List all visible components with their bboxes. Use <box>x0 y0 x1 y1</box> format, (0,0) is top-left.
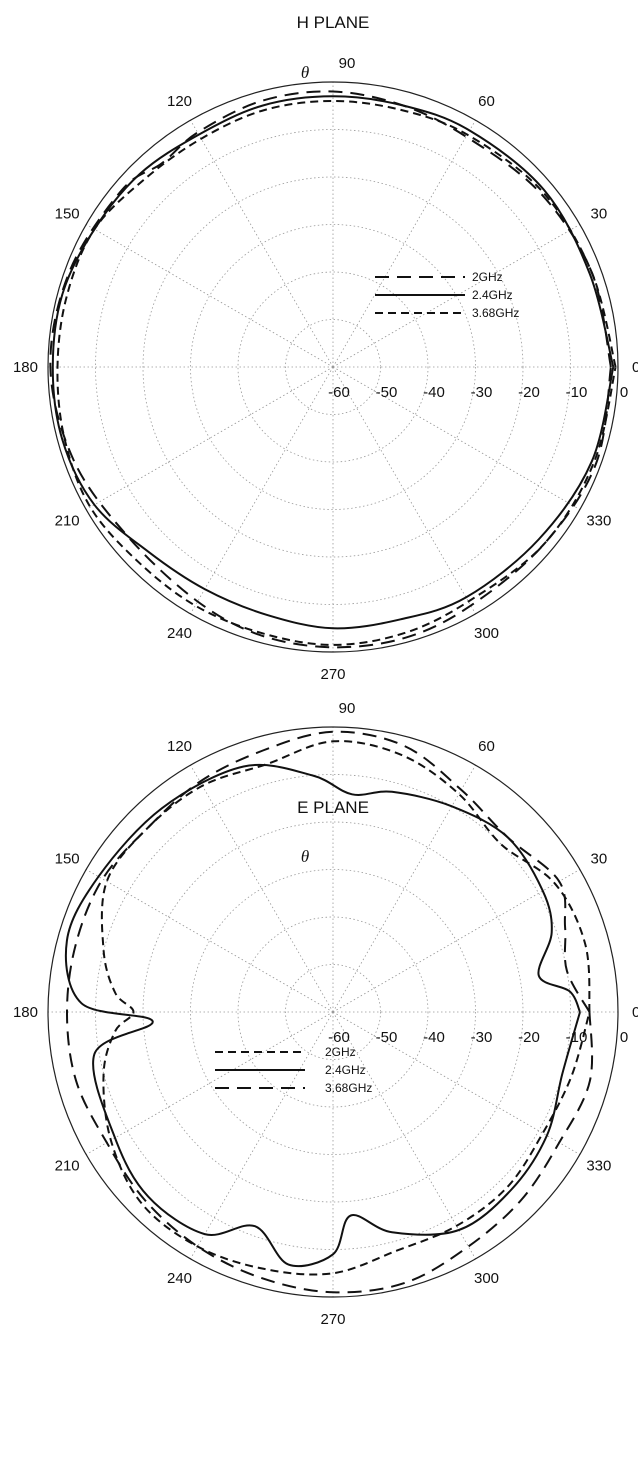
legend: 2GHz 2.4GHz 3.68GHz <box>375 270 519 320</box>
outer-circle <box>47 726 619 1298</box>
radial-tick-label: -30 <box>471 1029 493 1046</box>
grid-spoke <box>332 869 581 1013</box>
angle-label: 210 <box>55 513 80 530</box>
angle-label: 60 <box>478 738 495 755</box>
series-line-2-4ghz <box>51 95 615 630</box>
angle-label: 90 <box>339 55 356 72</box>
angle-label: 300 <box>474 625 499 642</box>
angle-label: 30 <box>591 851 608 868</box>
theta-symbol: θ <box>301 847 309 866</box>
grid-circle <box>285 964 381 1060</box>
legend-label: 2.4GHz <box>325 1063 366 1077</box>
grid-spoke <box>332 1011 476 1260</box>
series-line-3-68ghz <box>66 730 594 1294</box>
angle-label: 240 <box>167 1270 192 1287</box>
grid-circle <box>190 869 476 1155</box>
chart-title: H PLANE <box>297 13 370 32</box>
radial-tick-label: 0 <box>620 1029 628 1046</box>
angle-label: 0 <box>632 359 638 376</box>
grid-circle <box>142 176 524 558</box>
radial-tick-label: -40 <box>423 1029 445 1046</box>
legend: 2GHz 2.4GHz 3.68GHz <box>215 1045 372 1095</box>
h-plane-chart: H PLANE θ 0 30 60 90 120 150 180 210 240 270 300 33… <box>13 13 638 683</box>
grid-spoke <box>190 119 334 368</box>
angle-label: 60 <box>478 93 495 110</box>
radial-tick-label: -40 <box>423 384 445 401</box>
grid-spoke <box>332 366 476 615</box>
legend-label: 3.68GHz <box>472 306 519 320</box>
e-plane-chart: E PLANE θ 030609012015018021024027030033… <box>13 700 638 1328</box>
grid-spoke <box>85 1011 334 1155</box>
grid-circle <box>142 821 524 1203</box>
legend-label: 2GHz <box>472 270 503 284</box>
theta-symbol: θ <box>301 63 309 82</box>
angle-label: 300 <box>474 1270 499 1287</box>
angle-label: 120 <box>167 93 192 110</box>
radial-tick-label: -50 <box>376 384 398 401</box>
angle-label: 270 <box>320 666 345 683</box>
grid-circle <box>237 271 429 463</box>
grid-spoke <box>190 1011 334 1260</box>
grid-circle <box>237 916 429 1108</box>
angle-label: 210 <box>55 1158 80 1175</box>
outer-circle <box>47 81 619 653</box>
angle-label: 330 <box>586 1158 611 1175</box>
angle-label: 120 <box>167 738 192 755</box>
grid-spoke <box>85 366 334 510</box>
radial-tick-label: -60 <box>328 1029 350 1046</box>
angle-label: 330 <box>586 513 611 530</box>
radial-tick-label: -30 <box>471 384 493 401</box>
polar-grid <box>48 727 618 1297</box>
legend-label: 2GHz <box>325 1045 356 1059</box>
angle-label: 240 <box>167 625 192 642</box>
angle-label: 150 <box>55 851 80 868</box>
radial-tick-label: -20 <box>518 384 540 401</box>
grid-spoke <box>85 869 334 1013</box>
legend-label: 2.4GHz <box>472 288 513 302</box>
angle-label: 180 <box>13 1004 38 1021</box>
angle-label: 150 <box>55 206 80 223</box>
grid-spoke <box>332 1011 581 1155</box>
angle-label: 180 <box>13 359 38 376</box>
radial-tick-label: -10 <box>566 384 588 401</box>
grid-spoke <box>332 366 581 510</box>
series-line-3-68ghz <box>56 100 617 646</box>
radial-tick-label: -60 <box>328 384 350 401</box>
radial-tick-label: -20 <box>518 1029 540 1046</box>
angle-label: 90 <box>339 700 356 717</box>
series-line-2ghz <box>49 90 612 649</box>
legend-label: 3.68GHz <box>325 1081 372 1095</box>
grid-spoke <box>332 119 476 368</box>
radial-tick-label: 0 <box>620 384 628 401</box>
angle-label: 0 <box>632 1004 638 1021</box>
angle-label: 270 <box>320 1311 345 1328</box>
polar-grid <box>48 82 618 652</box>
grid-spoke <box>190 366 334 615</box>
radial-tick-label: -50 <box>376 1029 398 1046</box>
grid-circle <box>190 224 476 510</box>
grid-spoke <box>85 224 334 368</box>
grid-circle <box>285 319 381 415</box>
angle-label: 30 <box>591 206 608 223</box>
series-line-2ghz <box>100 740 591 1276</box>
